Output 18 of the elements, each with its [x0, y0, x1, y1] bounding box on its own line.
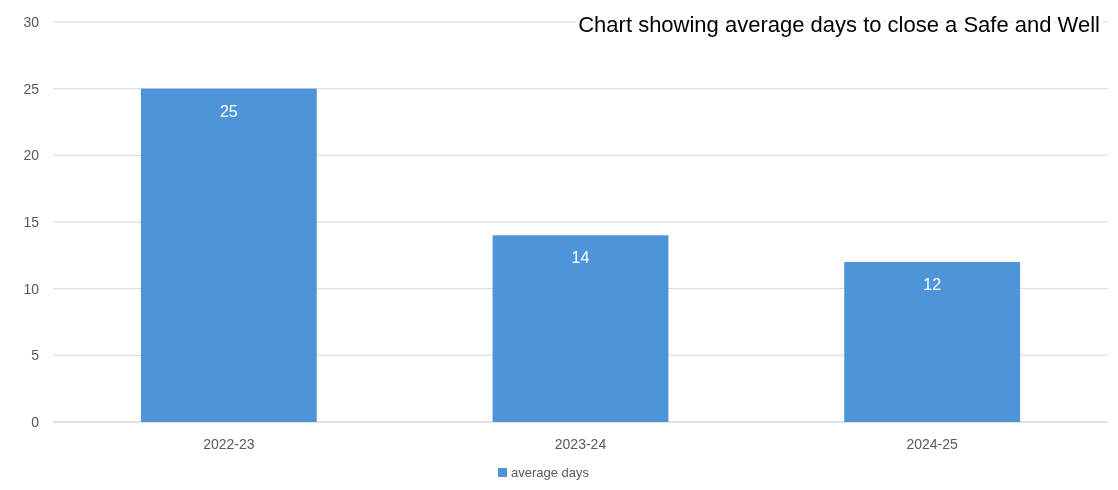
- y-tick-label: 15: [23, 214, 40, 230]
- data-label: 14: [571, 249, 590, 267]
- y-tick-label: 5: [31, 347, 40, 364]
- legend-label: average days: [511, 465, 590, 480]
- bar: [844, 262, 1021, 422]
- chart-title: Chart showing average days to close a Safe and Well: [578, 12, 1100, 37]
- bar: [492, 235, 669, 422]
- x-tick-label: 2024-25: [906, 436, 959, 452]
- data-label: 25: [219, 102, 238, 120]
- x-tick-label: 2023-24: [554, 436, 607, 452]
- bar: [140, 88, 317, 422]
- y-tick-label: 25: [23, 80, 40, 97]
- y-tick-label: 0: [31, 414, 40, 430]
- y-tick-label: 20: [23, 147, 40, 164]
- y-tick-label: 10: [23, 280, 40, 297]
- data-label: 12: [923, 276, 942, 293]
- x-tick-label: 2022-23: [203, 436, 255, 452]
- y-tick-label: 30: [23, 14, 40, 30]
